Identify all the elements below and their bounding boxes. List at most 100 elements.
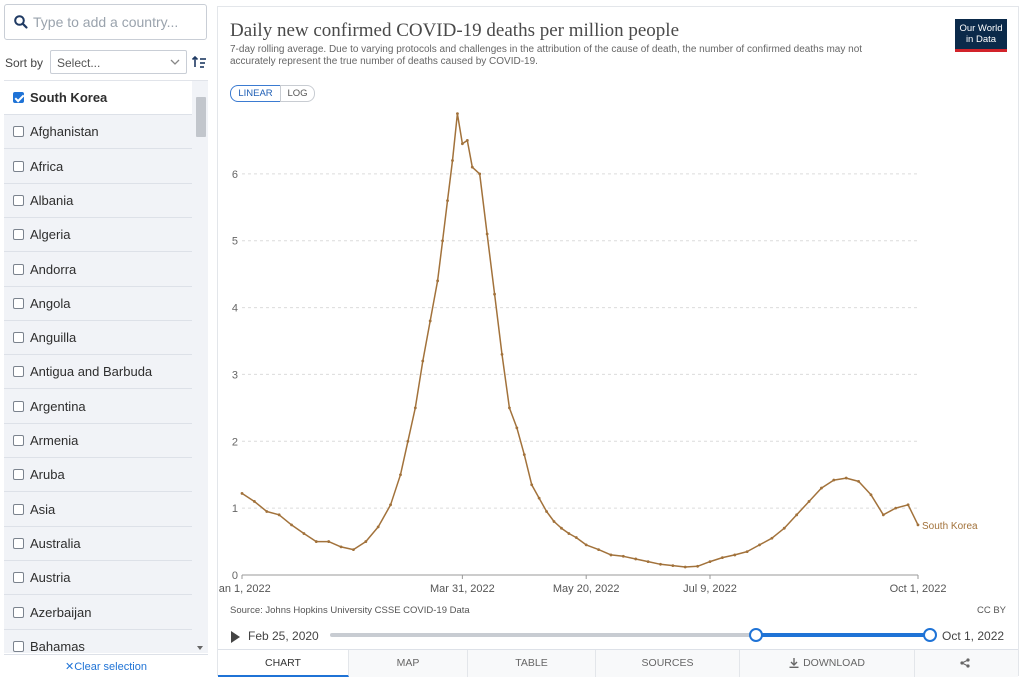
timeline-start-handle[interactable]	[749, 628, 763, 642]
clear-selection-button[interactable]: ✕Clear selection	[4, 654, 208, 678]
y-tick-label: 5	[232, 236, 238, 248]
license-link[interactable]: CC BY	[976, 605, 1006, 616]
chart-card: Daily new confirmed COVID-19 deaths per …	[217, 6, 1019, 677]
data-point	[537, 496, 541, 500]
data-point	[696, 564, 700, 568]
tab-sources[interactable]: SOURCES	[596, 650, 740, 677]
data-point	[515, 426, 519, 430]
timeline-track[interactable]	[330, 633, 930, 637]
data-point	[460, 142, 464, 146]
data-point	[807, 500, 811, 503]
country-item[interactable]: Algeria	[4, 218, 192, 253]
country-item[interactable]: Afghanistan	[4, 115, 192, 150]
owid-logo[interactable]: Our World in Data	[955, 19, 1007, 52]
search-input[interactable]	[33, 11, 201, 33]
country-item[interactable]: Angola	[4, 287, 192, 321]
country-name: Australia	[30, 535, 81, 551]
country-checkbox[interactable]	[13, 297, 24, 309]
country-name: Algeria	[30, 227, 71, 243]
data-point	[621, 554, 625, 558]
data-point	[530, 483, 534, 487]
country-checkbox[interactable]	[13, 435, 24, 446]
country-checkbox[interactable]	[13, 606, 24, 618]
country-checkbox[interactable]	[13, 126, 24, 138]
country-item[interactable]: Aruba	[4, 458, 192, 493]
country-item[interactable]: Anguilla	[4, 321, 192, 356]
country-item[interactable]: Austria	[4, 561, 192, 596]
y-tick-label: 1	[232, 503, 238, 515]
scrollbar-track[interactable]	[193, 81, 208, 653]
x-tick-label: Jan 1, 2022	[218, 583, 271, 595]
country-item[interactable]: Antigua and Barbuda	[4, 355, 192, 390]
tab-chart[interactable]: CHART	[218, 650, 349, 677]
sort-order-icon[interactable]	[191, 54, 207, 70]
country-item[interactable]: Andorra	[4, 253, 192, 287]
tab-download[interactable]: DOWNLOAD	[740, 650, 915, 677]
country-checkbox[interactable]	[13, 229, 24, 241]
data-point	[478, 172, 482, 176]
data-point	[493, 292, 496, 296]
data-point	[456, 112, 459, 116]
data-point	[552, 520, 556, 523]
country-item[interactable]: Bahamas	[4, 630, 192, 653]
country-checkbox[interactable]	[13, 366, 24, 378]
data-point	[609, 553, 613, 557]
country-checkbox[interactable]	[13, 160, 24, 172]
data-point	[451, 159, 454, 162]
country-checkbox[interactable]	[13, 572, 24, 584]
country-search[interactable]	[4, 4, 207, 40]
country-item[interactable]: Albania	[4, 184, 192, 218]
scrollbar-thumb[interactable]	[196, 97, 206, 137]
play-icon[interactable]	[231, 631, 240, 643]
sort-select-value: Select...	[57, 56, 101, 70]
scroll-down-icon[interactable]	[197, 646, 203, 650]
data-point	[508, 406, 511, 410]
data-point	[436, 279, 440, 283]
country-item[interactable]: Armenia	[4, 424, 192, 458]
country-checkbox[interactable]	[13, 332, 24, 344]
country-name: Austria	[30, 570, 71, 586]
timeline-end-handle[interactable]	[923, 628, 937, 642]
country-selector: Sort by Select... Bahamas Azerbaijan Austr…	[4, 4, 208, 678]
data-point	[584, 543, 588, 547]
country-checkbox[interactable]	[13, 640, 24, 652]
share-button[interactable]	[915, 650, 1018, 677]
linear-scale-button[interactable]: LINEAR	[230, 85, 281, 102]
country-name: Antigua and Barbuda	[30, 364, 153, 380]
country-name: Albania	[30, 192, 74, 208]
country-checkbox[interactable]	[13, 537, 24, 549]
x-tick-label: Oct 1, 2022	[890, 583, 947, 595]
tab-map[interactable]: MAP	[349, 650, 468, 677]
country-item[interactable]: Australia	[4, 527, 192, 561]
data-point	[240, 492, 244, 495]
country-name: Angola	[30, 295, 71, 311]
data-point	[745, 550, 749, 553]
x-tick-label: Jul 9, 2022	[683, 583, 737, 595]
country-checkbox[interactable]	[13, 92, 24, 103]
country-checkbox[interactable]	[13, 263, 24, 275]
log-scale-button[interactable]: LOG	[280, 85, 315, 102]
country-name: Asia	[30, 501, 56, 517]
country-checkbox[interactable]	[13, 194, 24, 206]
country-checkbox[interactable]	[13, 469, 24, 481]
tab-table[interactable]: TABLE	[468, 650, 596, 677]
y-tick-label: 2	[232, 436, 238, 448]
country-checkbox[interactable]	[13, 400, 24, 412]
download-icon	[789, 658, 799, 669]
data-point	[820, 486, 823, 490]
sort-select[interactable]: Select...	[50, 50, 187, 74]
country-item[interactable]: Azerbaijan	[4, 596, 192, 630]
y-tick-label: 3	[232, 369, 238, 381]
country-item[interactable]: South Korea	[4, 81, 192, 115]
data-point	[770, 536, 774, 540]
x-tick-label: May 20, 2022	[553, 583, 620, 595]
country-item[interactable]: Argentina	[4, 390, 192, 424]
data-point	[782, 526, 786, 530]
country-checkbox[interactable]	[13, 503, 24, 515]
data-point	[574, 536, 578, 539]
country-item[interactable]: Africa	[4, 150, 192, 184]
country-item[interactable]: Asia	[4, 493, 192, 527]
country-list: Bahamas Azerbaijan Austria Australia Asia Aru…	[4, 80, 208, 653]
y-tick-label: 4	[232, 303, 238, 315]
